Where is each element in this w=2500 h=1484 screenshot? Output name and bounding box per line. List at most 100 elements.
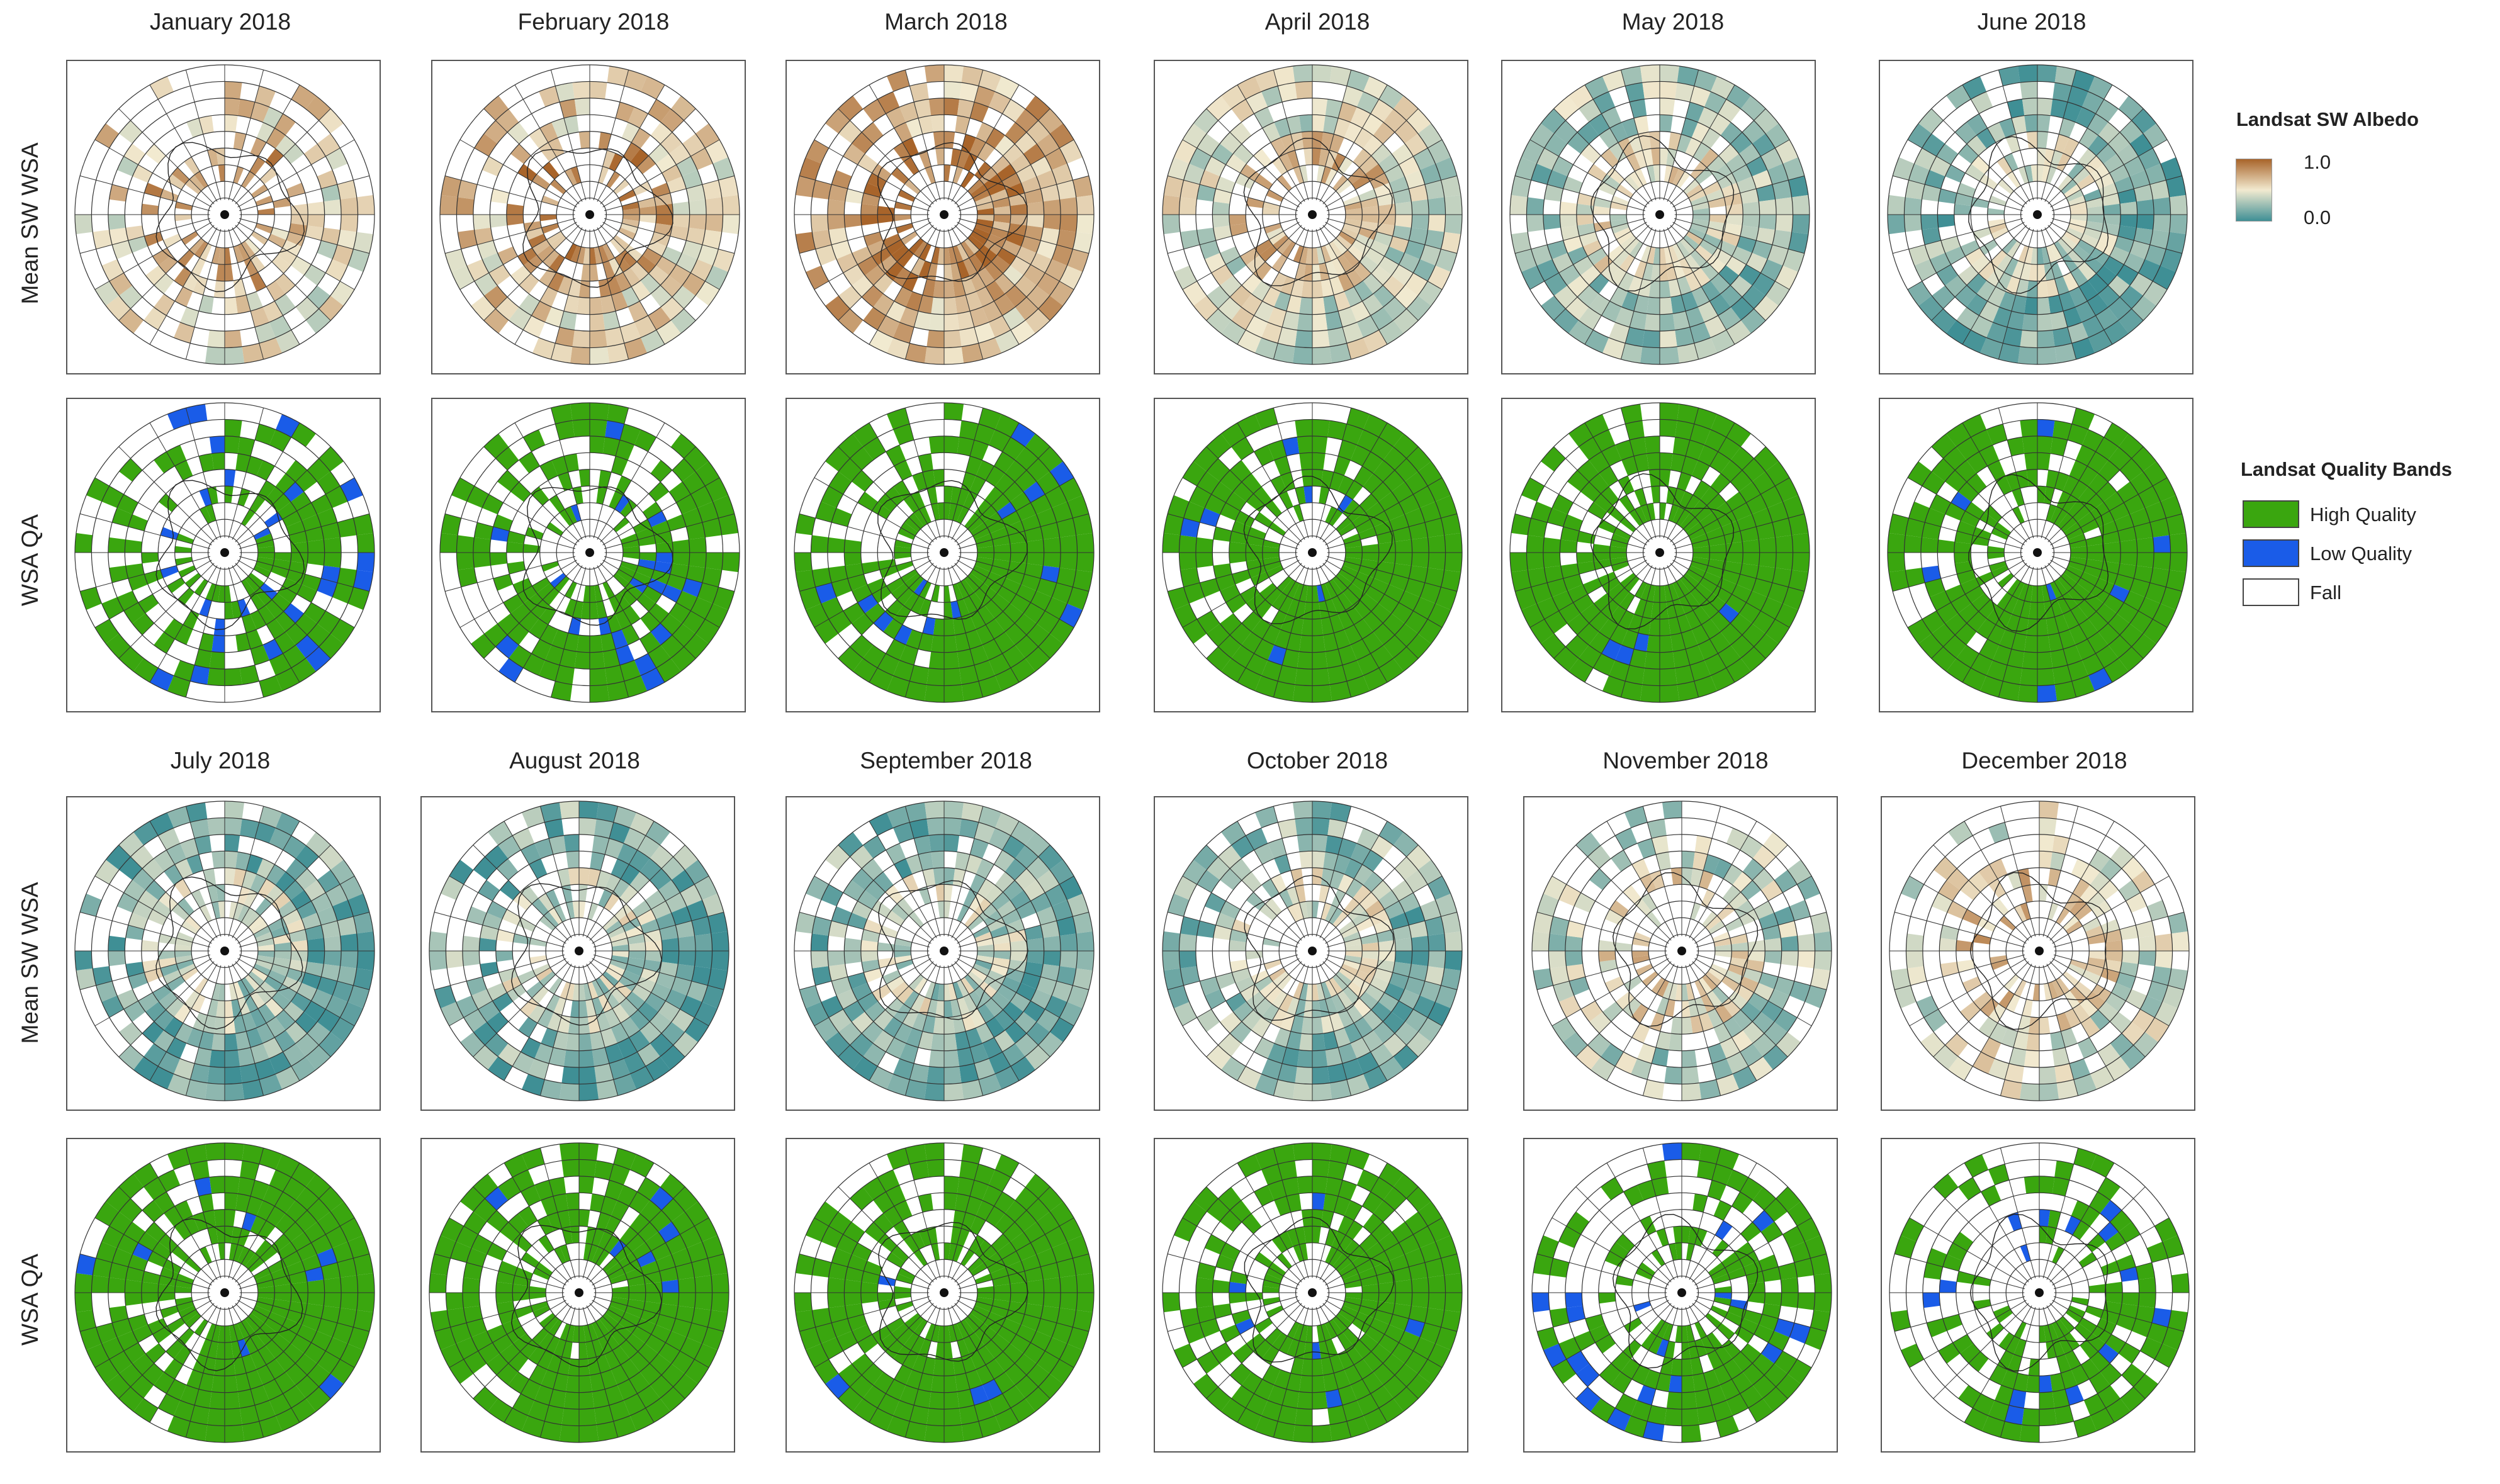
coastline bbox=[1244, 1217, 1395, 1363]
month-title-apr: April 2018 bbox=[1264, 9, 1370, 35]
coverage-layer bbox=[1510, 65, 1810, 364]
pole-marker bbox=[940, 1288, 949, 1297]
coastline bbox=[877, 142, 1028, 282]
qa-swatch-high bbox=[2243, 500, 2299, 528]
albedo-map-4 bbox=[1154, 60, 1468, 374]
albedo-map-7 bbox=[66, 796, 381, 1111]
coastline bbox=[522, 148, 673, 288]
month-title-jun: June 2018 bbox=[1977, 9, 2086, 35]
qa-label-low: Low Quality bbox=[2310, 542, 2412, 565]
coverage-layer bbox=[796, 801, 1094, 1101]
month-title-oct: October 2018 bbox=[1246, 748, 1388, 773]
coastline bbox=[1243, 475, 1393, 624]
qa-map-2 bbox=[431, 398, 746, 712]
albedo-map-10 bbox=[1154, 796, 1468, 1111]
coverage-layer bbox=[1510, 403, 1810, 702]
polar-map bbox=[1162, 402, 1463, 703]
coverage-layer bbox=[75, 1143, 374, 1442]
pole-marker bbox=[575, 1288, 583, 1297]
coverage-layer bbox=[1532, 1143, 1832, 1442]
polar-map bbox=[74, 64, 375, 365]
pole-marker bbox=[575, 947, 583, 955]
pole-marker bbox=[940, 548, 949, 557]
polar-map bbox=[794, 801, 1095, 1101]
albedo-map-6 bbox=[1879, 60, 2193, 374]
coverage-layer bbox=[1891, 801, 2189, 1101]
coastline bbox=[510, 883, 662, 1026]
pole-marker bbox=[940, 947, 949, 955]
qa-label-high: High Quality bbox=[2310, 503, 2416, 526]
coastline bbox=[877, 480, 1028, 620]
pole-marker bbox=[1308, 947, 1317, 955]
polar-map bbox=[74, 801, 375, 1101]
polar-map bbox=[74, 402, 375, 703]
coverage-layer bbox=[440, 66, 740, 364]
month-title-sep: September 2018 bbox=[860, 748, 1032, 773]
qa-map-5 bbox=[1501, 398, 1816, 712]
pole-marker bbox=[220, 548, 229, 557]
pole-marker bbox=[2033, 548, 2042, 557]
month-title-may: May 2018 bbox=[1621, 9, 1725, 35]
coverage-layer bbox=[1163, 1143, 1462, 1442]
qa-map-7 bbox=[66, 1138, 381, 1453]
coastline bbox=[1968, 136, 2109, 294]
coastline bbox=[155, 876, 303, 1030]
coastline bbox=[1591, 473, 1735, 630]
albedo-map-8 bbox=[420, 796, 735, 1111]
coastline bbox=[1591, 135, 1735, 292]
polar-map bbox=[794, 402, 1095, 703]
polar-map bbox=[1162, 1142, 1463, 1443]
row-label-qa-2: WSA QA bbox=[17, 1254, 43, 1346]
coverage-layer bbox=[794, 1143, 1094, 1442]
coverage-layer bbox=[794, 403, 1094, 702]
month-title-jul: July 2018 bbox=[170, 748, 271, 773]
coastline bbox=[1612, 872, 1759, 1027]
polar-map bbox=[1887, 402, 2188, 703]
polar-map bbox=[1509, 64, 1810, 365]
qa-map-11 bbox=[1523, 1138, 1838, 1453]
coastline bbox=[1612, 1213, 1759, 1369]
polar-map bbox=[439, 402, 740, 703]
coastline bbox=[510, 1225, 662, 1368]
coverage-layer bbox=[429, 1143, 729, 1442]
row-label-albedo-2: Mean SW WSA bbox=[17, 882, 43, 1044]
coverage-layer bbox=[440, 403, 740, 702]
polar-map bbox=[794, 64, 1095, 365]
qa-legend-title: Landsat Quality Bands bbox=[2241, 458, 2452, 480]
albedo-map-12 bbox=[1881, 796, 2195, 1111]
coastline bbox=[878, 1222, 1028, 1362]
polar-map bbox=[74, 1142, 375, 1443]
coverage-layer bbox=[75, 404, 374, 697]
albedo-map-5 bbox=[1501, 60, 1816, 374]
month-title-jan: January 2018 bbox=[149, 9, 291, 35]
polar-map bbox=[429, 1142, 729, 1443]
row-label-qa-1: WSA QA bbox=[17, 514, 43, 606]
pole-marker bbox=[585, 548, 594, 557]
albedo-color-ramp bbox=[2236, 159, 2272, 222]
polar-map bbox=[1531, 1142, 1832, 1443]
coverage-layer bbox=[1891, 1148, 2189, 1442]
pole-marker bbox=[1655, 210, 1664, 219]
polar-map bbox=[439, 64, 740, 365]
polar-map bbox=[1531, 801, 1832, 1101]
coverage-layer bbox=[1888, 408, 2187, 702]
qa-map-10 bbox=[1154, 1138, 1468, 1453]
polar-map bbox=[794, 1142, 1095, 1443]
polar-map bbox=[1509, 402, 1810, 703]
row-label-albedo-1: Mean SW WSA bbox=[17, 142, 43, 305]
polar-map bbox=[1889, 1142, 2190, 1443]
pole-marker bbox=[1308, 548, 1317, 557]
coastline bbox=[1969, 872, 2109, 1030]
coverage-layer bbox=[429, 801, 729, 1101]
pole-marker bbox=[2035, 1288, 2044, 1297]
coastline bbox=[155, 1218, 303, 1371]
coastline bbox=[155, 480, 305, 631]
polar-map bbox=[1162, 801, 1463, 1101]
pole-marker bbox=[2035, 947, 2044, 955]
coverage-layer bbox=[1532, 801, 1832, 1101]
qa-map-9 bbox=[785, 1138, 1100, 1453]
albedo-legend-max: 1.0 bbox=[2304, 151, 2331, 173]
polar-map bbox=[1162, 64, 1463, 365]
month-title-aug: August 2018 bbox=[509, 748, 640, 773]
